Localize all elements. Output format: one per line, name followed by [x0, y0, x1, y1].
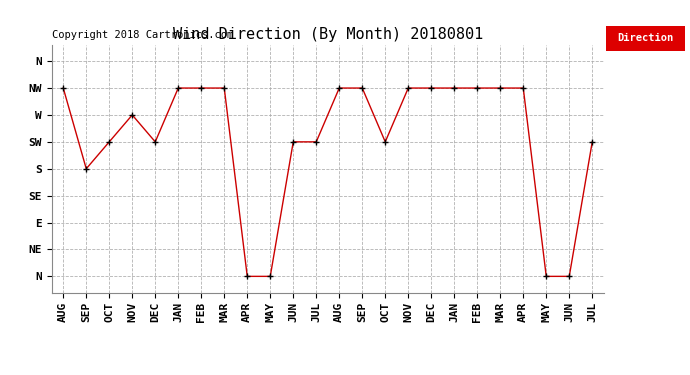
Title: Wind Direction (By Month) 20180801: Wind Direction (By Month) 20180801	[172, 27, 483, 42]
Text: Direction: Direction	[618, 33, 673, 44]
Text: Copyright 2018 Cartronics.com: Copyright 2018 Cartronics.com	[52, 30, 233, 40]
